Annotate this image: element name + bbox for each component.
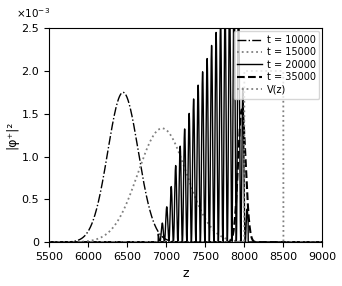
t = 35000 [221,241,225,244]
t = 35000 [320,241,324,244]
t = 15000 [160,127,164,130]
t = 35000 [320,241,325,244]
t = 15000 [292,241,296,244]
V(z) [292,241,296,244]
t = 20000 [170,194,174,198]
t = 35000 [170,241,174,244]
Text: $\times10^{-3}$: $\times10^{-3}$ [16,6,50,20]
t = 15000 [47,241,51,244]
t = 20000 [47,241,51,244]
t = 10000 [317,241,321,244]
X-axis label: z: z [182,267,189,281]
t = 35000 [317,241,321,244]
V(z) [221,241,225,244]
V(z) [317,241,321,244]
t = 10000 [292,241,296,244]
Legend: t = 10000, t = 15000, t = 20000, t = 35000, V(z): t = 10000, t = 15000, t = 20000, t = 350… [234,31,319,99]
t = 20000 [320,241,325,244]
t = 10000 [121,91,125,94]
Line: t = 35000: t = 35000 [49,110,323,242]
t = 20000 [285,241,289,244]
t = 15000 [317,241,321,244]
t = 15000 [320,241,324,244]
t = 15000 [285,241,289,244]
t = 15000 [320,241,325,244]
Line: t = 10000: t = 10000 [49,92,323,242]
V(z) [170,241,174,244]
t = 10000 [47,241,51,244]
Line: t = 20000: t = 20000 [49,0,323,242]
Line: t = 15000: t = 15000 [49,128,323,242]
t = 20000 [317,241,321,244]
t = 35000 [292,241,296,244]
t = 20000 [320,241,324,244]
t = 15000 [221,236,225,239]
V(z) [47,241,51,244]
t = 10000 [170,240,174,243]
V(z) [285,241,289,244]
t = 10000 [320,241,324,244]
t = 20000 [221,205,225,208]
V(z) [320,241,325,244]
Line: V(z): V(z) [49,71,323,242]
V(z) [242,69,246,73]
t = 20000 [292,241,296,244]
t = 35000 [47,241,51,244]
t = 10000 [285,241,289,244]
t = 10000 [320,241,325,244]
Y-axis label: |φ⁺|²: |φ⁺|² [5,121,18,149]
t = 35000 [240,108,244,111]
t = 35000 [285,241,289,244]
V(z) [320,241,324,244]
t = 10000 [221,241,225,244]
t = 15000 [170,135,174,139]
